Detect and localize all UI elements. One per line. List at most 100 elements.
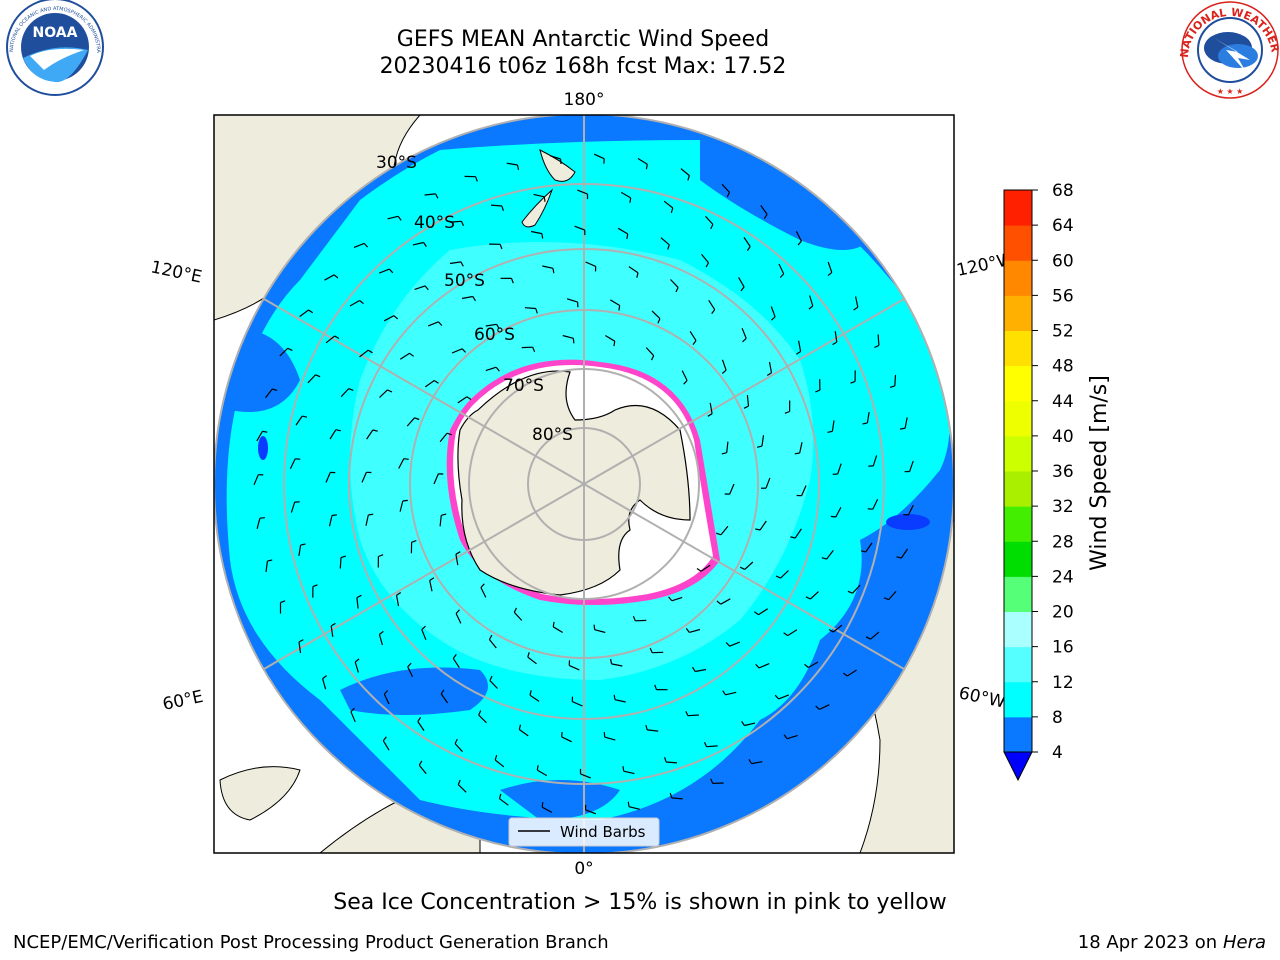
- wind-barb-flag: [541, 233, 544, 239]
- wind-barb: [787, 629, 798, 637]
- wind-barb: [561, 736, 572, 743]
- wind-barb-flag: [827, 430, 833, 433]
- wind-barb-flag: [903, 513, 909, 516]
- wind-barb-flag: [710, 778, 714, 784]
- wind-barb-flag: [710, 224, 714, 230]
- wind-barb-flag: [629, 197, 632, 203]
- svg-text:NATIONAL WEATHER SERVICE: NATIONAL WEATHER SERVICE: [0, 0, 1280, 58]
- wind-barb-flag: [748, 758, 753, 764]
- footer-credit: NCEP/EMC/Verification Post Processing Pr…: [13, 932, 609, 953]
- wind-barb: [623, 770, 635, 775]
- wind-barb-flag: [446, 432, 452, 436]
- wind-barb: [527, 656, 537, 665]
- wind-barb: [383, 315, 395, 322]
- lat-label-30s: 30°S: [376, 153, 417, 173]
- wind-barb: [494, 759, 505, 768]
- wind-barb: [738, 277, 745, 288]
- wind-barb-flag: [494, 755, 498, 761]
- wind-barb: [888, 591, 897, 600]
- wind-barb-flag: [862, 422, 868, 425]
- wind-barb: [706, 745, 718, 748]
- wind-barb: [809, 295, 814, 307]
- wind-barb-flag: [830, 515, 836, 518]
- colorbar-tick-label: 52: [1052, 322, 1074, 342]
- wind-barb: [798, 340, 802, 352]
- wind-barb-flag: [649, 647, 653, 653]
- colorbar-segment: [1004, 646, 1032, 683]
- wind-barb-flag: [865, 636, 871, 640]
- wind-barb-flag: [889, 385, 895, 388]
- wind-barb-flag: [669, 792, 673, 799]
- wind-barb: [530, 230, 543, 235]
- wind-barb: [424, 193, 436, 196]
- wind-barb: [837, 463, 842, 475]
- wind-barb: [349, 299, 360, 307]
- wind-barb: [617, 227, 629, 235]
- wind-barb-flag: [740, 286, 745, 292]
- wind-barb: [513, 611, 523, 621]
- wind-barb-flag: [348, 388, 354, 391]
- wind-barb: [265, 561, 268, 573]
- wind-barb-flag: [382, 736, 387, 742]
- wind-barb-flag: [703, 741, 708, 747]
- low-wind-patch-indian: [340, 667, 488, 715]
- wind-barb-flag: [527, 652, 530, 658]
- wind-barb-flag: [716, 532, 722, 536]
- wind-barb: [709, 402, 713, 414]
- wind-barb: [778, 694, 790, 700]
- wind-barb: [454, 743, 463, 753]
- wind-barb: [457, 784, 467, 793]
- new-zealand-land: [521, 149, 576, 228]
- wind-barb-flag: [541, 802, 544, 808]
- wind-barb-flag: [626, 233, 629, 239]
- low-wind-patch-south: [500, 780, 620, 820]
- chart-subtitle: 20230416 t06z 168h fcst Max: 17.52: [379, 54, 787, 79]
- legend-label: Wind Barbs: [560, 823, 646, 841]
- wind-barb: [382, 740, 390, 751]
- wind-barb: [488, 639, 497, 649]
- wind-barb: [298, 545, 302, 556]
- wind-barb-flag: [407, 662, 412, 668]
- wind-barb-flag: [480, 583, 485, 588]
- colorbar-segment: [1004, 400, 1032, 437]
- wind-barb-flag: [298, 639, 304, 643]
- wind-barb: [429, 580, 433, 592]
- wind-barb-flag: [622, 766, 625, 772]
- wind-barb: [421, 629, 427, 641]
- wind-barb: [580, 773, 591, 779]
- wind-barb: [671, 797, 683, 800]
- wind-barb: [907, 504, 914, 516]
- wind-barb: [855, 296, 859, 308]
- wind-barb-flag: [742, 337, 747, 343]
- wind-barb-flag: [340, 555, 346, 559]
- lat-label-50s: 50°S: [444, 271, 485, 291]
- wind-barb-flag: [378, 554, 384, 558]
- wind-barb-flag: [705, 262, 710, 268]
- wind-barb: [450, 220, 462, 223]
- wind-barb-flag: [696, 568, 702, 572]
- colorbar-tick-label: 36: [1052, 462, 1074, 482]
- wind-barb-flag: [536, 765, 539, 771]
- lat-label-70s: 70°S: [503, 376, 544, 396]
- wind-barb-flag: [359, 300, 364, 305]
- wind-barb: [424, 380, 435, 388]
- colorbar-tick-label: 12: [1052, 673, 1074, 693]
- wind-barb: [480, 587, 487, 598]
- colorbar-segment: [1004, 365, 1032, 402]
- wind-barb: [518, 729, 529, 737]
- wind-barb: [758, 663, 770, 669]
- wind-barb: [552, 626, 564, 634]
- wind-barb-flag: [417, 717, 422, 722]
- wind-barb: [478, 714, 487, 724]
- wind-barb-flag: [452, 654, 457, 659]
- wind-barb: [671, 596, 683, 602]
- wind-barb: [412, 241, 424, 246]
- wind-barb: [354, 661, 359, 673]
- wind-barb: [743, 237, 751, 247]
- wind-barb-flag: [379, 630, 384, 635]
- wind-barb: [485, 366, 497, 372]
- wind-barb-flag: [429, 577, 435, 581]
- wind-barb: [359, 349, 369, 358]
- wind-barb-flag: [535, 308, 538, 314]
- wind-barb: [324, 274, 335, 281]
